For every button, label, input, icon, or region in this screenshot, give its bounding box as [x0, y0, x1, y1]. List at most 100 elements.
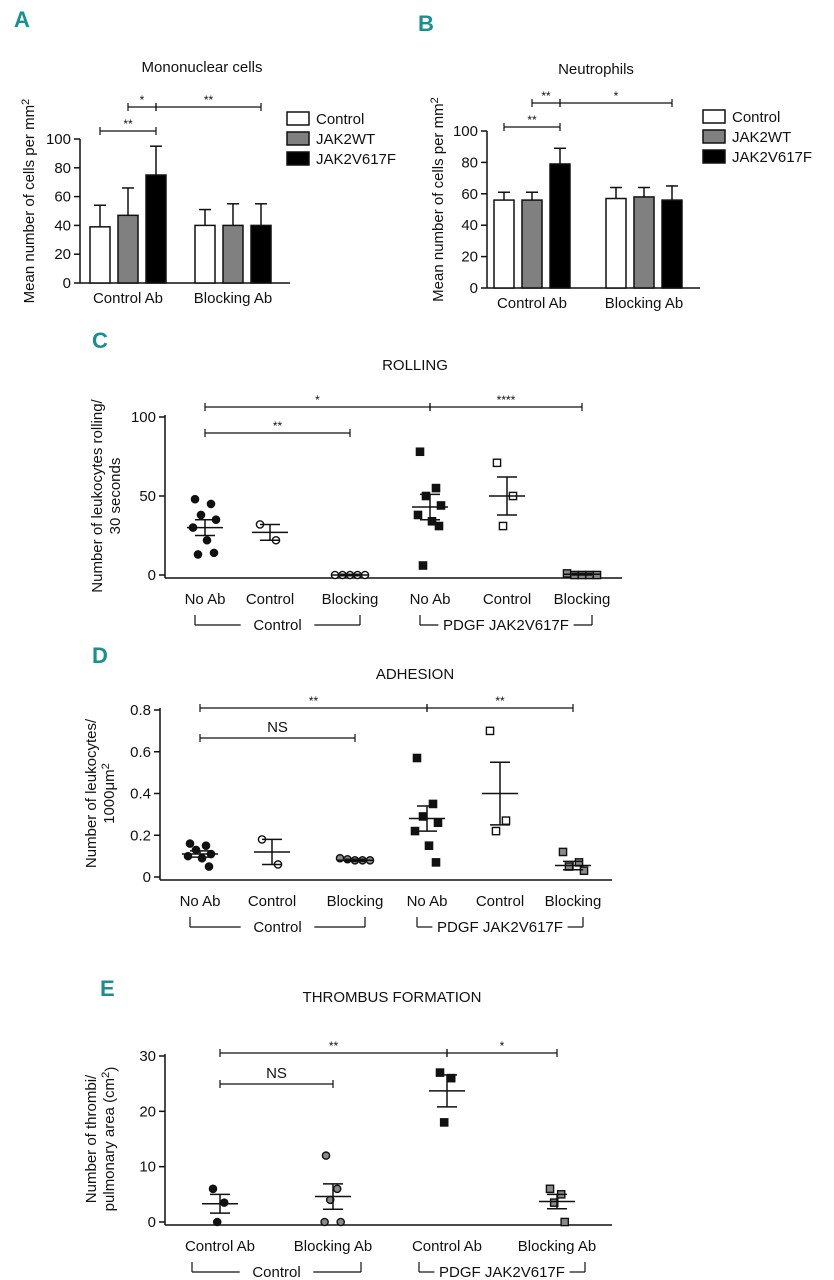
- legend-label: Control: [316, 111, 364, 128]
- data-point: [212, 1217, 222, 1227]
- bar-control: [605, 197, 627, 289]
- legend-swatch: [702, 109, 726, 124]
- y-tick-label: 0: [63, 275, 71, 292]
- bar-jak2v617f: [250, 224, 272, 284]
- legend-label: JAK2V617F: [732, 149, 812, 166]
- y-axis-label: Mean number of cells per mm2: [20, 99, 38, 304]
- y-tick-label: 60: [54, 189, 71, 206]
- data-point: [415, 447, 425, 457]
- data-point: [492, 458, 502, 468]
- chart-title: ADHESION: [376, 666, 454, 683]
- group-bracket: Control: [189, 917, 366, 936]
- data-point: [201, 841, 211, 850]
- bar-jak2wt: [222, 224, 244, 284]
- y-tick-label: 40: [54, 217, 71, 234]
- panel-label: E: [100, 976, 115, 1001]
- chart-title: Mononuclear cells: [142, 59, 263, 76]
- bar-control: [89, 226, 111, 284]
- x-category-label: No Ab: [407, 893, 448, 910]
- panel-D: D ADHESION Number of leukocytes/1000μm2 0 0.…: [83, 643, 612, 936]
- data-point: [336, 1217, 346, 1227]
- x-category-label: Blocking: [545, 893, 602, 910]
- y-tick-label: 60: [461, 186, 478, 203]
- y-axis-label: pulmonary area (cm2): [100, 1067, 120, 1212]
- x-category-label: Control: [476, 893, 524, 910]
- data-point: [549, 1198, 559, 1207]
- y-axis-label: 1000μm2: [100, 763, 118, 824]
- data-point: [428, 799, 438, 809]
- x-category-label: Blocking Ab: [518, 1238, 596, 1255]
- bar-jak2v617f: [145, 174, 167, 284]
- chart-title: ROLLING: [382, 357, 448, 374]
- bar-jak2wt: [521, 199, 543, 289]
- data-point: [185, 839, 195, 848]
- data-point: [439, 1118, 449, 1127]
- data-point: [209, 548, 219, 558]
- data-point: [421, 491, 431, 501]
- data-point: [190, 494, 200, 504]
- y-tick-label: 0: [148, 567, 156, 584]
- x-category-label: Control: [483, 591, 531, 608]
- group-bracket: Control: [194, 615, 361, 634]
- x-category-label: No Ab: [410, 591, 451, 608]
- x-category-label: Blocking: [327, 893, 384, 910]
- panel-A: A Mononuclear cells Mean number of cells p…: [14, 7, 396, 307]
- bar-control: [194, 224, 216, 284]
- legend-swatch: [286, 111, 310, 126]
- bar-jak2v617f: [549, 163, 571, 289]
- legend-swatch: [702, 149, 726, 164]
- legend-label: JAK2WT: [732, 129, 791, 146]
- panel-E: E THROMBUS FORMATION Number of thrombi/pul…: [83, 976, 612, 1280]
- data-point: [320, 1217, 329, 1227]
- x-category-label: Control: [246, 591, 294, 608]
- x-category-label: No Ab: [185, 591, 226, 608]
- data-point: [431, 483, 441, 493]
- chart-title: THROMBUS FORMATION: [303, 989, 482, 1006]
- data-point: [558, 847, 568, 857]
- y-axis-label: Number of leukocytes rolling/: [89, 398, 106, 592]
- y-tick-label: 0: [143, 869, 151, 886]
- group-label: PDGF JAK2V617F: [443, 617, 569, 634]
- significance-label: *: [315, 393, 320, 407]
- data-point: [202, 535, 212, 545]
- y-tick-label: 50: [139, 488, 156, 505]
- y-tick-label: 80: [461, 154, 478, 171]
- y-tick-label: 100: [46, 131, 71, 148]
- group-label: Control: [253, 617, 301, 634]
- y-tick-label: 20: [461, 249, 478, 266]
- data-point: [427, 516, 437, 526]
- legend-label: JAK2V617F: [316, 151, 396, 168]
- significance-label: **: [273, 419, 283, 433]
- y-tick-label: 30: [139, 1048, 156, 1065]
- data-point: [434, 521, 444, 531]
- data-point: [193, 550, 203, 559]
- x-category-label: Blocking: [554, 591, 611, 608]
- y-tick-label: 10: [139, 1159, 156, 1176]
- significance-label: **: [495, 694, 505, 708]
- y-tick-label: 0: [148, 1214, 156, 1231]
- y-axis-label: Mean number of cells per mm2: [429, 97, 447, 302]
- data-point: [196, 510, 206, 520]
- data-point: [501, 816, 511, 825]
- data-point: [491, 826, 501, 836]
- significance-label: *: [614, 89, 619, 103]
- data-point: [560, 1217, 569, 1227]
- data-point: [436, 501, 446, 510]
- significance-label: **: [527, 113, 537, 127]
- legend-swatch: [286, 131, 310, 146]
- group-label: Control: [252, 1264, 300, 1280]
- legend-swatch: [286, 151, 310, 166]
- x-category-label: Blocking Ab: [294, 1238, 372, 1255]
- x-category-label: Control Ab: [93, 290, 163, 307]
- data-point: [446, 1073, 456, 1083]
- significance-label: **: [123, 117, 133, 131]
- chart-title: Neutrophils: [558, 61, 634, 78]
- y-tick-label: 0: [470, 280, 478, 297]
- significance-label: **: [309, 694, 319, 708]
- legend-label: Control: [732, 109, 780, 126]
- x-category-label: Blocking Ab: [605, 295, 683, 312]
- bar-jak2wt: [117, 214, 139, 284]
- group-label: PDGF JAK2V617F: [437, 919, 563, 936]
- data-point: [435, 1068, 445, 1077]
